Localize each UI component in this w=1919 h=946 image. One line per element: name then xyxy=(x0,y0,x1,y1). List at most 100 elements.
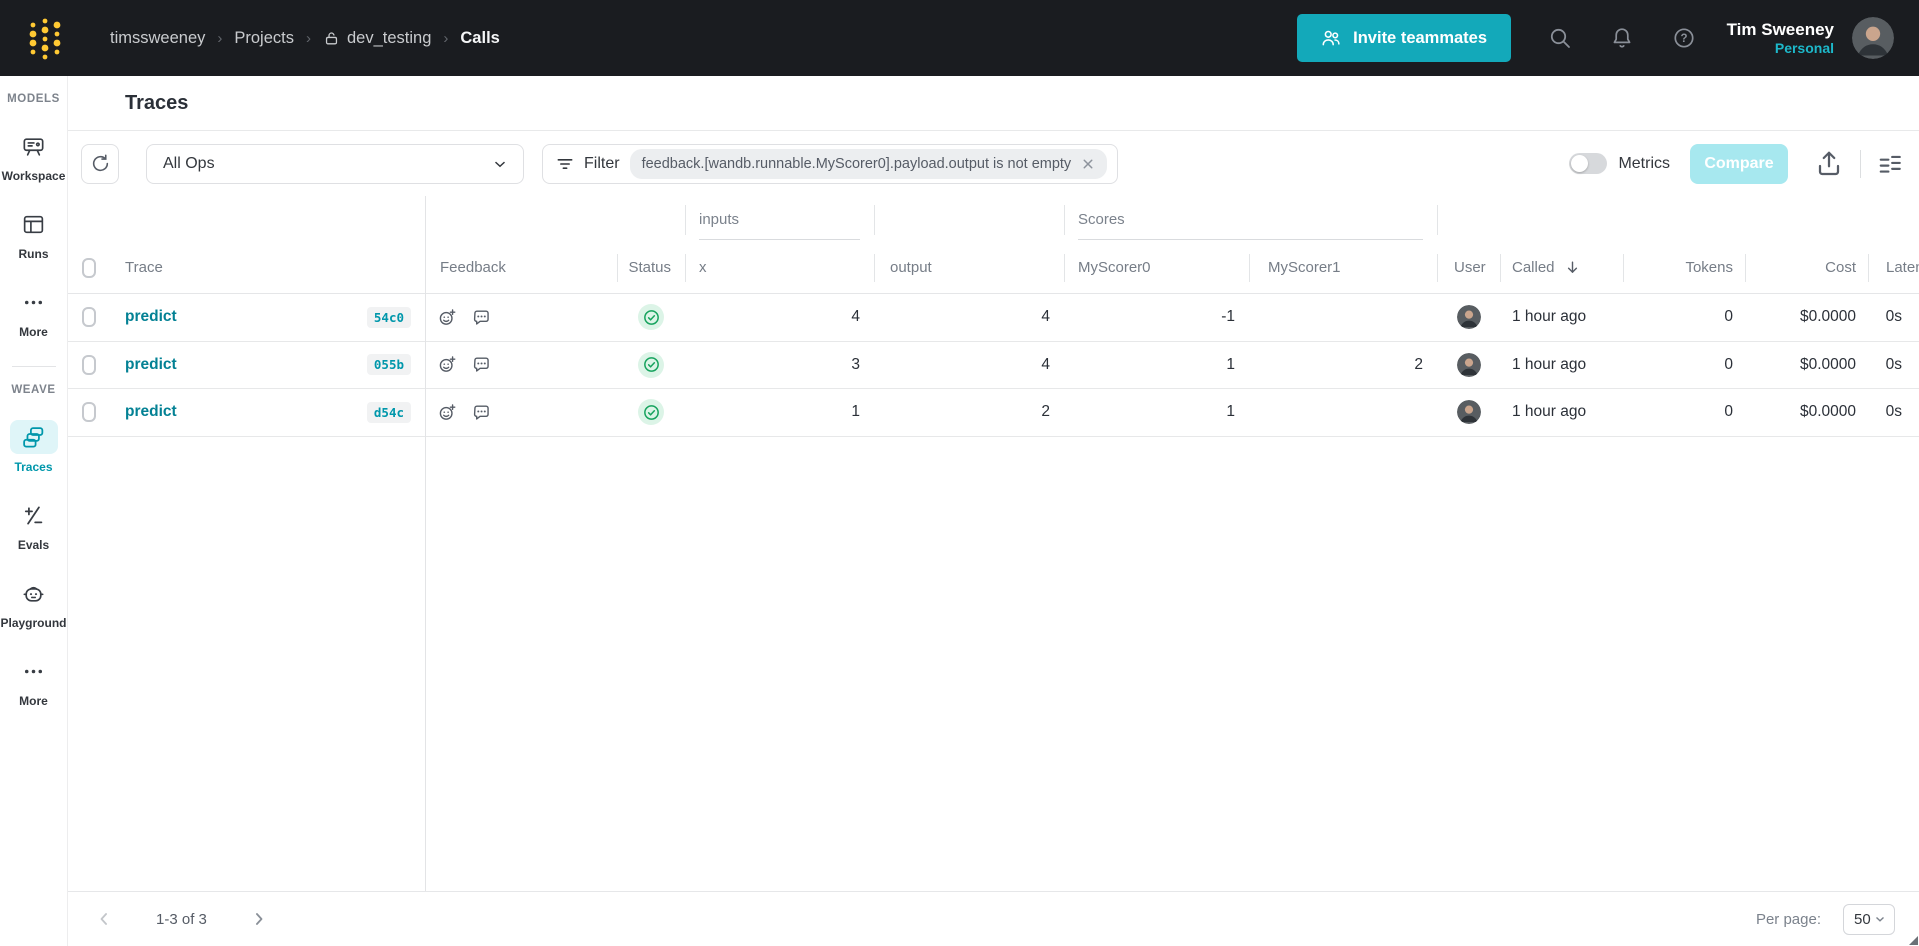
breadcrumb-project[interactable]: dev_testing xyxy=(323,29,431,48)
status-success-icon[interactable] xyxy=(638,304,664,331)
cell-latency: 0s xyxy=(1885,355,1902,373)
comment-icon[interactable] xyxy=(471,354,492,375)
row-checkbox[interactable] xyxy=(82,307,96,328)
sidebar-item-label: Workspace xyxy=(1,169,66,183)
sidebar-item-label: Evals xyxy=(17,538,50,552)
top-navbar: timssweeney › Projects › dev_testing › C… xyxy=(0,0,1919,76)
cell-cost: $0.0000 xyxy=(1799,308,1856,326)
cell-x: 4 xyxy=(851,308,860,326)
cell-cost: $0.0000 xyxy=(1799,355,1856,373)
add-reaction-icon[interactable] xyxy=(437,354,458,375)
cell-myscorer0: 1 xyxy=(1226,403,1235,421)
help-icon[interactable]: ? xyxy=(1671,25,1697,51)
close-icon[interactable] xyxy=(1079,155,1097,173)
user-menu[interactable]: Tim Sweeney Personal xyxy=(1727,19,1834,58)
per-page-select[interactable]: 50 xyxy=(1843,903,1895,935)
people-icon xyxy=(1322,30,1340,46)
lock-icon xyxy=(325,31,338,44)
trace-id-chip[interactable]: d54c xyxy=(366,401,411,423)
column-header-feedback[interactable]: Feedback xyxy=(440,259,506,276)
wandb-logo-icon[interactable] xyxy=(26,16,66,60)
table-row[interactable]: predict d54c xyxy=(68,389,1919,437)
sidebar-item-weave-more[interactable]: More xyxy=(10,654,58,708)
filter-label: Filter xyxy=(584,154,620,172)
group-header-inputs: inputs xyxy=(685,196,874,242)
sidebar-item-label: More xyxy=(19,325,48,339)
add-reaction-icon[interactable] xyxy=(437,402,458,423)
column-header-user[interactable]: User xyxy=(1437,242,1500,293)
cell-myscorer1 xyxy=(1249,389,1437,436)
column-header-latency[interactable]: Latency xyxy=(1868,242,1919,293)
sidebar-item-models-more[interactable]: More xyxy=(10,285,58,339)
column-header-x[interactable]: x xyxy=(685,242,874,293)
row-checkbox-cell xyxy=(68,389,110,436)
column-header-trace[interactable]: Trace xyxy=(125,259,163,276)
cell-myscorer0: 1 xyxy=(1226,355,1235,373)
trace-link[interactable]: predict xyxy=(125,355,177,373)
export-icon[interactable] xyxy=(1814,149,1844,179)
row-checkbox[interactable] xyxy=(82,402,96,423)
sidebar-divider xyxy=(11,366,56,367)
column-header-myscorer1[interactable]: MyScorer1 xyxy=(1249,242,1437,293)
column-header-output[interactable]: output xyxy=(874,242,1064,293)
column-header-cost[interactable]: Cost xyxy=(1745,242,1868,293)
breadcrumb-org[interactable]: timssweeney xyxy=(110,28,206,47)
refresh-button[interactable] xyxy=(81,143,119,184)
status-success-icon[interactable] xyxy=(638,399,664,426)
column-header-called[interactable]: Called xyxy=(1500,242,1623,293)
avatar[interactable] xyxy=(1456,400,1481,425)
sidebar-item-traces[interactable]: Traces xyxy=(9,420,58,474)
playground-icon xyxy=(9,576,57,610)
add-reaction-icon[interactable] xyxy=(437,307,458,328)
prev-page-icon[interactable] xyxy=(94,909,114,929)
table-row[interactable]: predict 055b xyxy=(68,342,1919,389)
cell-latency: 0s xyxy=(1885,308,1902,326)
status-success-icon[interactable] xyxy=(638,351,664,378)
table-row[interactable]: predict 54c0 xyxy=(68,294,1919,342)
cell-called: 1 hour ago xyxy=(1512,403,1587,421)
trace-link[interactable]: predict xyxy=(125,403,177,421)
column-header-tokens[interactable]: Tokens xyxy=(1623,242,1745,293)
cell-myscorer1 xyxy=(1249,294,1437,341)
compare-button[interactable]: Compare xyxy=(1690,143,1788,184)
cell-tokens: 0 xyxy=(1724,355,1733,373)
main-content: Traces All Ops Filter feedback.[wandb.ru… xyxy=(68,76,1919,946)
sidebar-item-evals[interactable]: Evals xyxy=(10,498,58,552)
filter-bar[interactable]: Filter feedback.[wandb.runnable.MyScorer… xyxy=(542,143,1119,184)
op-selector-dropdown[interactable]: All Ops xyxy=(146,143,524,184)
filter-chip[interactable]: feedback.[wandb.runnable.MyScorer0].payl… xyxy=(629,148,1108,179)
avatar[interactable] xyxy=(1456,305,1481,330)
cell-myscorer1: 2 xyxy=(1414,355,1423,373)
comment-icon[interactable] xyxy=(471,307,492,328)
select-all-checkbox[interactable] xyxy=(82,257,96,278)
sidebar-item-playground[interactable]: Playground xyxy=(0,576,67,630)
breadcrumb-projects[interactable]: Projects xyxy=(234,28,294,47)
column-header-myscorer0[interactable]: MyScorer0 xyxy=(1064,242,1249,293)
row-checkbox[interactable] xyxy=(82,354,96,375)
invite-teammates-button[interactable]: Invite teammates xyxy=(1296,14,1511,62)
user-cell xyxy=(1437,294,1500,341)
breadcrumb-separator: › xyxy=(443,29,449,47)
cell-tokens: 0 xyxy=(1724,403,1733,421)
avatar[interactable] xyxy=(1852,17,1894,59)
sidebar-item-workspace[interactable]: Workspace xyxy=(1,129,66,183)
more-icon xyxy=(10,285,58,319)
avatar[interactable] xyxy=(1456,352,1481,377)
comment-icon[interactable] xyxy=(471,402,492,423)
metrics-toggle[interactable] xyxy=(1569,153,1608,174)
cell-called: 1 hour ago xyxy=(1512,355,1587,373)
filter-icon xyxy=(557,158,573,169)
trace-link[interactable]: predict xyxy=(125,308,177,326)
trace-id-chip[interactable]: 54c0 xyxy=(366,306,411,328)
next-page-icon[interactable] xyxy=(249,909,269,929)
manage-columns-icon[interactable] xyxy=(1877,151,1903,177)
sidebar-item-runs[interactable]: Runs xyxy=(10,207,58,261)
column-header-status[interactable]: Status xyxy=(617,242,685,293)
search-icon[interactable] xyxy=(1547,25,1573,51)
notifications-bell-icon[interactable] xyxy=(1609,25,1635,51)
cell-myscorer0: -1 xyxy=(1221,308,1235,326)
trace-id-chip[interactable]: 055b xyxy=(366,354,411,376)
resize-grip[interactable] xyxy=(1909,936,1918,945)
per-page-label: Per page: xyxy=(1755,910,1821,928)
per-page-value: 50 xyxy=(1854,910,1871,928)
